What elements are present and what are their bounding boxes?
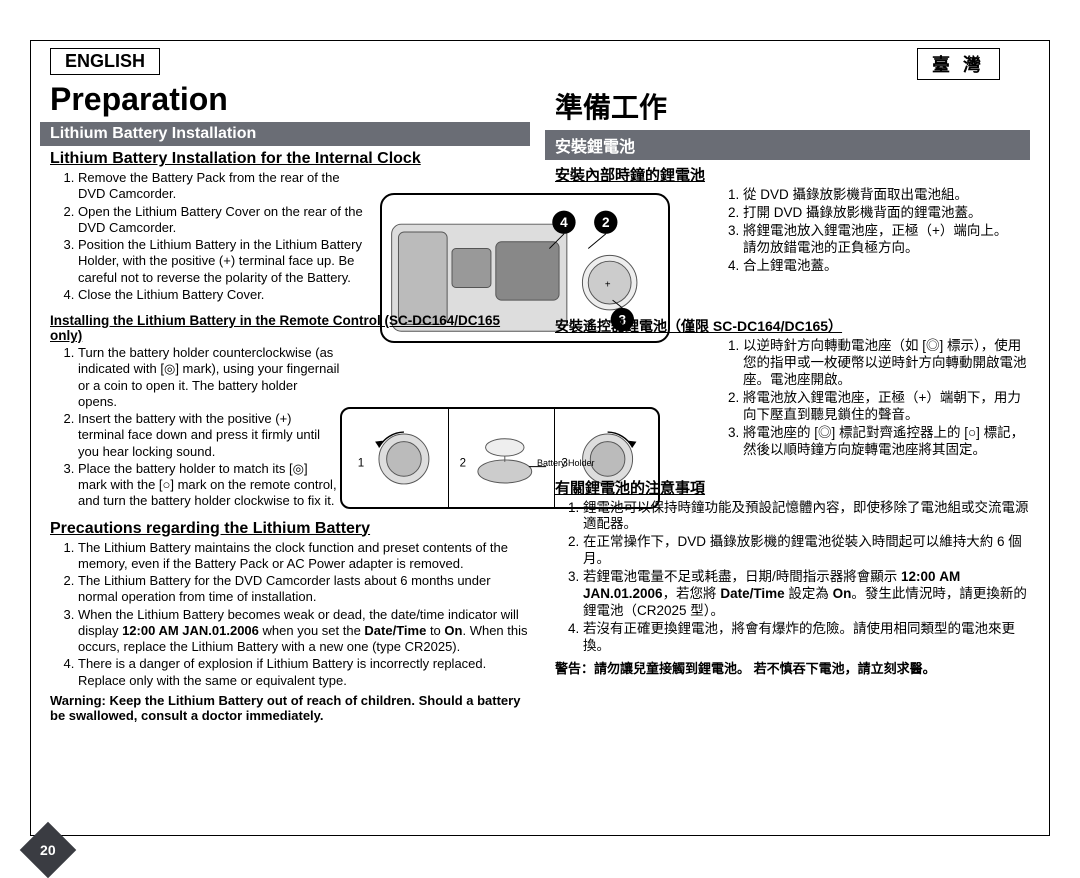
column-taiwan: 臺 灣 準備工作 安裝鋰電池 安裝內部時鐘的鋰電池 從 DVD 攝錄放影機背面取… <box>540 40 1050 836</box>
section3-steps-tw: 鋰電池可以保持時鐘功能及預設記憶體內容，即使移除了電池組或交流電源適配器。 在正… <box>555 500 1030 655</box>
list-item: There is a danger of explosion if Lithiu… <box>78 656 530 689</box>
list-item: Remove the Battery Pack from the rear of… <box>78 170 370 203</box>
section2-title-en: Installing the Lithium Battery in the Re… <box>50 313 530 343</box>
subheader-english: Lithium Battery Installation <box>40 122 530 146</box>
list-item: Open the Lithium Battery Cover on the re… <box>78 204 370 237</box>
section1-title-en: Lithium Battery Installation for the Int… <box>50 150 530 168</box>
list-item: 在正常操作下，DVD 攝錄放影機的鋰電池從裝入時間起可以維持大約 6 個月。 <box>583 534 1030 568</box>
list-item: 打開 DVD 攝錄放影機背面的鋰電池蓋。 <box>743 205 1030 222</box>
section3-steps-en: The Lithium Battery maintains the clock … <box>50 540 530 689</box>
section1-steps-en: Remove the Battery Pack from the rear of… <box>50 170 370 303</box>
section2-steps-en: Turn the battery holder counterclockwise… <box>50 345 340 510</box>
list-item: 若沒有正確更換鋰電池，將會有爆炸的危險。請使用相同類型的電池來更換。 <box>583 621 1030 655</box>
warning-en: Warning: Keep the Lithium Battery out of… <box>50 693 530 723</box>
list-item: 若鋰電池電量不足或耗盡，日期/時間指示器將會顯示 12:00 AM JAN.01… <box>583 569 1030 620</box>
section1-steps-tw: 從 DVD 攝錄放影機背面取出電池組。 打開 DVD 攝錄放影機背面的鋰電池蓋。… <box>715 187 1030 274</box>
list-item: 將電池座的 [◎] 標記對齊遙控器上的 [○] 標記，然後以順時鐘方向旋轉電池座… <box>743 425 1030 459</box>
list-item: Position the Lithium Battery in the Lith… <box>78 237 370 286</box>
list-item: 將鋰電池放入鋰電池座，正極（+）端向上。 請勿放錯電池的正負極方向。 <box>743 223 1030 257</box>
title-english: Preparation <box>50 81 530 118</box>
subheader-taiwan: 安裝鋰電池 <box>545 130 1030 160</box>
list-item: Place the battery holder to match its [◎… <box>78 461 340 510</box>
page-number: 20 <box>40 842 56 858</box>
section1-title-tw: 安裝內部時鐘的鋰電池 <box>555 164 1030 185</box>
section2-title-tw: 安裝遙控器鋰電池（僅限 SC-DC164/DC165） <box>555 316 1030 336</box>
list-item: Insert the battery with the positive (+)… <box>78 411 340 460</box>
list-item: 將電池放入鋰電池座，正極（+）端朝下，用力向下壓直到聽見鎖住的聲音。 <box>743 390 1030 424</box>
column-english: ENGLISH Preparation Lithium Battery Inst… <box>30 40 540 836</box>
list-item: 鋰電池可以保持時鐘功能及預設記憶體內容，即使移除了電池組或交流電源適配器。 <box>583 500 1030 534</box>
list-item: The Lithium Battery maintains the clock … <box>78 540 530 573</box>
section3-title-tw: 有關鋰電池的注意事項 <box>555 477 1030 498</box>
list-item: 以逆時針方向轉動電池座（如 [◎] 標示），使用您的指甲或一枚硬幣以逆時針方向轉… <box>743 338 1030 389</box>
list-item: 從 DVD 攝錄放影機背面取出電池組。 <box>743 187 1030 204</box>
warning-tw: 警告：請勿讓兒童接觸到鋰電池。 若不慎吞下電池，請立刻求醫。 <box>555 658 1030 677</box>
list-item: Close the Lithium Battery Cover. <box>78 287 370 303</box>
section2-steps-tw: 以逆時針方向轉動電池座（如 [◎] 標示），使用您的指甲或一枚硬幣以逆時針方向轉… <box>715 338 1030 458</box>
list-item: When the Lithium Battery becomes weak or… <box>78 607 530 656</box>
list-item: The Lithium Battery for the DVD Camcorde… <box>78 573 530 606</box>
lang-badge-taiwan: 臺 灣 <box>917 48 1000 80</box>
list-item: 合上鋰電池蓋。 <box>743 258 1030 275</box>
lang-badge-english: ENGLISH <box>50 48 160 75</box>
section3-title-en: Precautions regarding the Lithium Batter… <box>50 520 530 538</box>
title-taiwan: 準備工作 <box>555 86 1030 126</box>
list-item: Turn the battery holder counterclockwise… <box>78 345 340 410</box>
